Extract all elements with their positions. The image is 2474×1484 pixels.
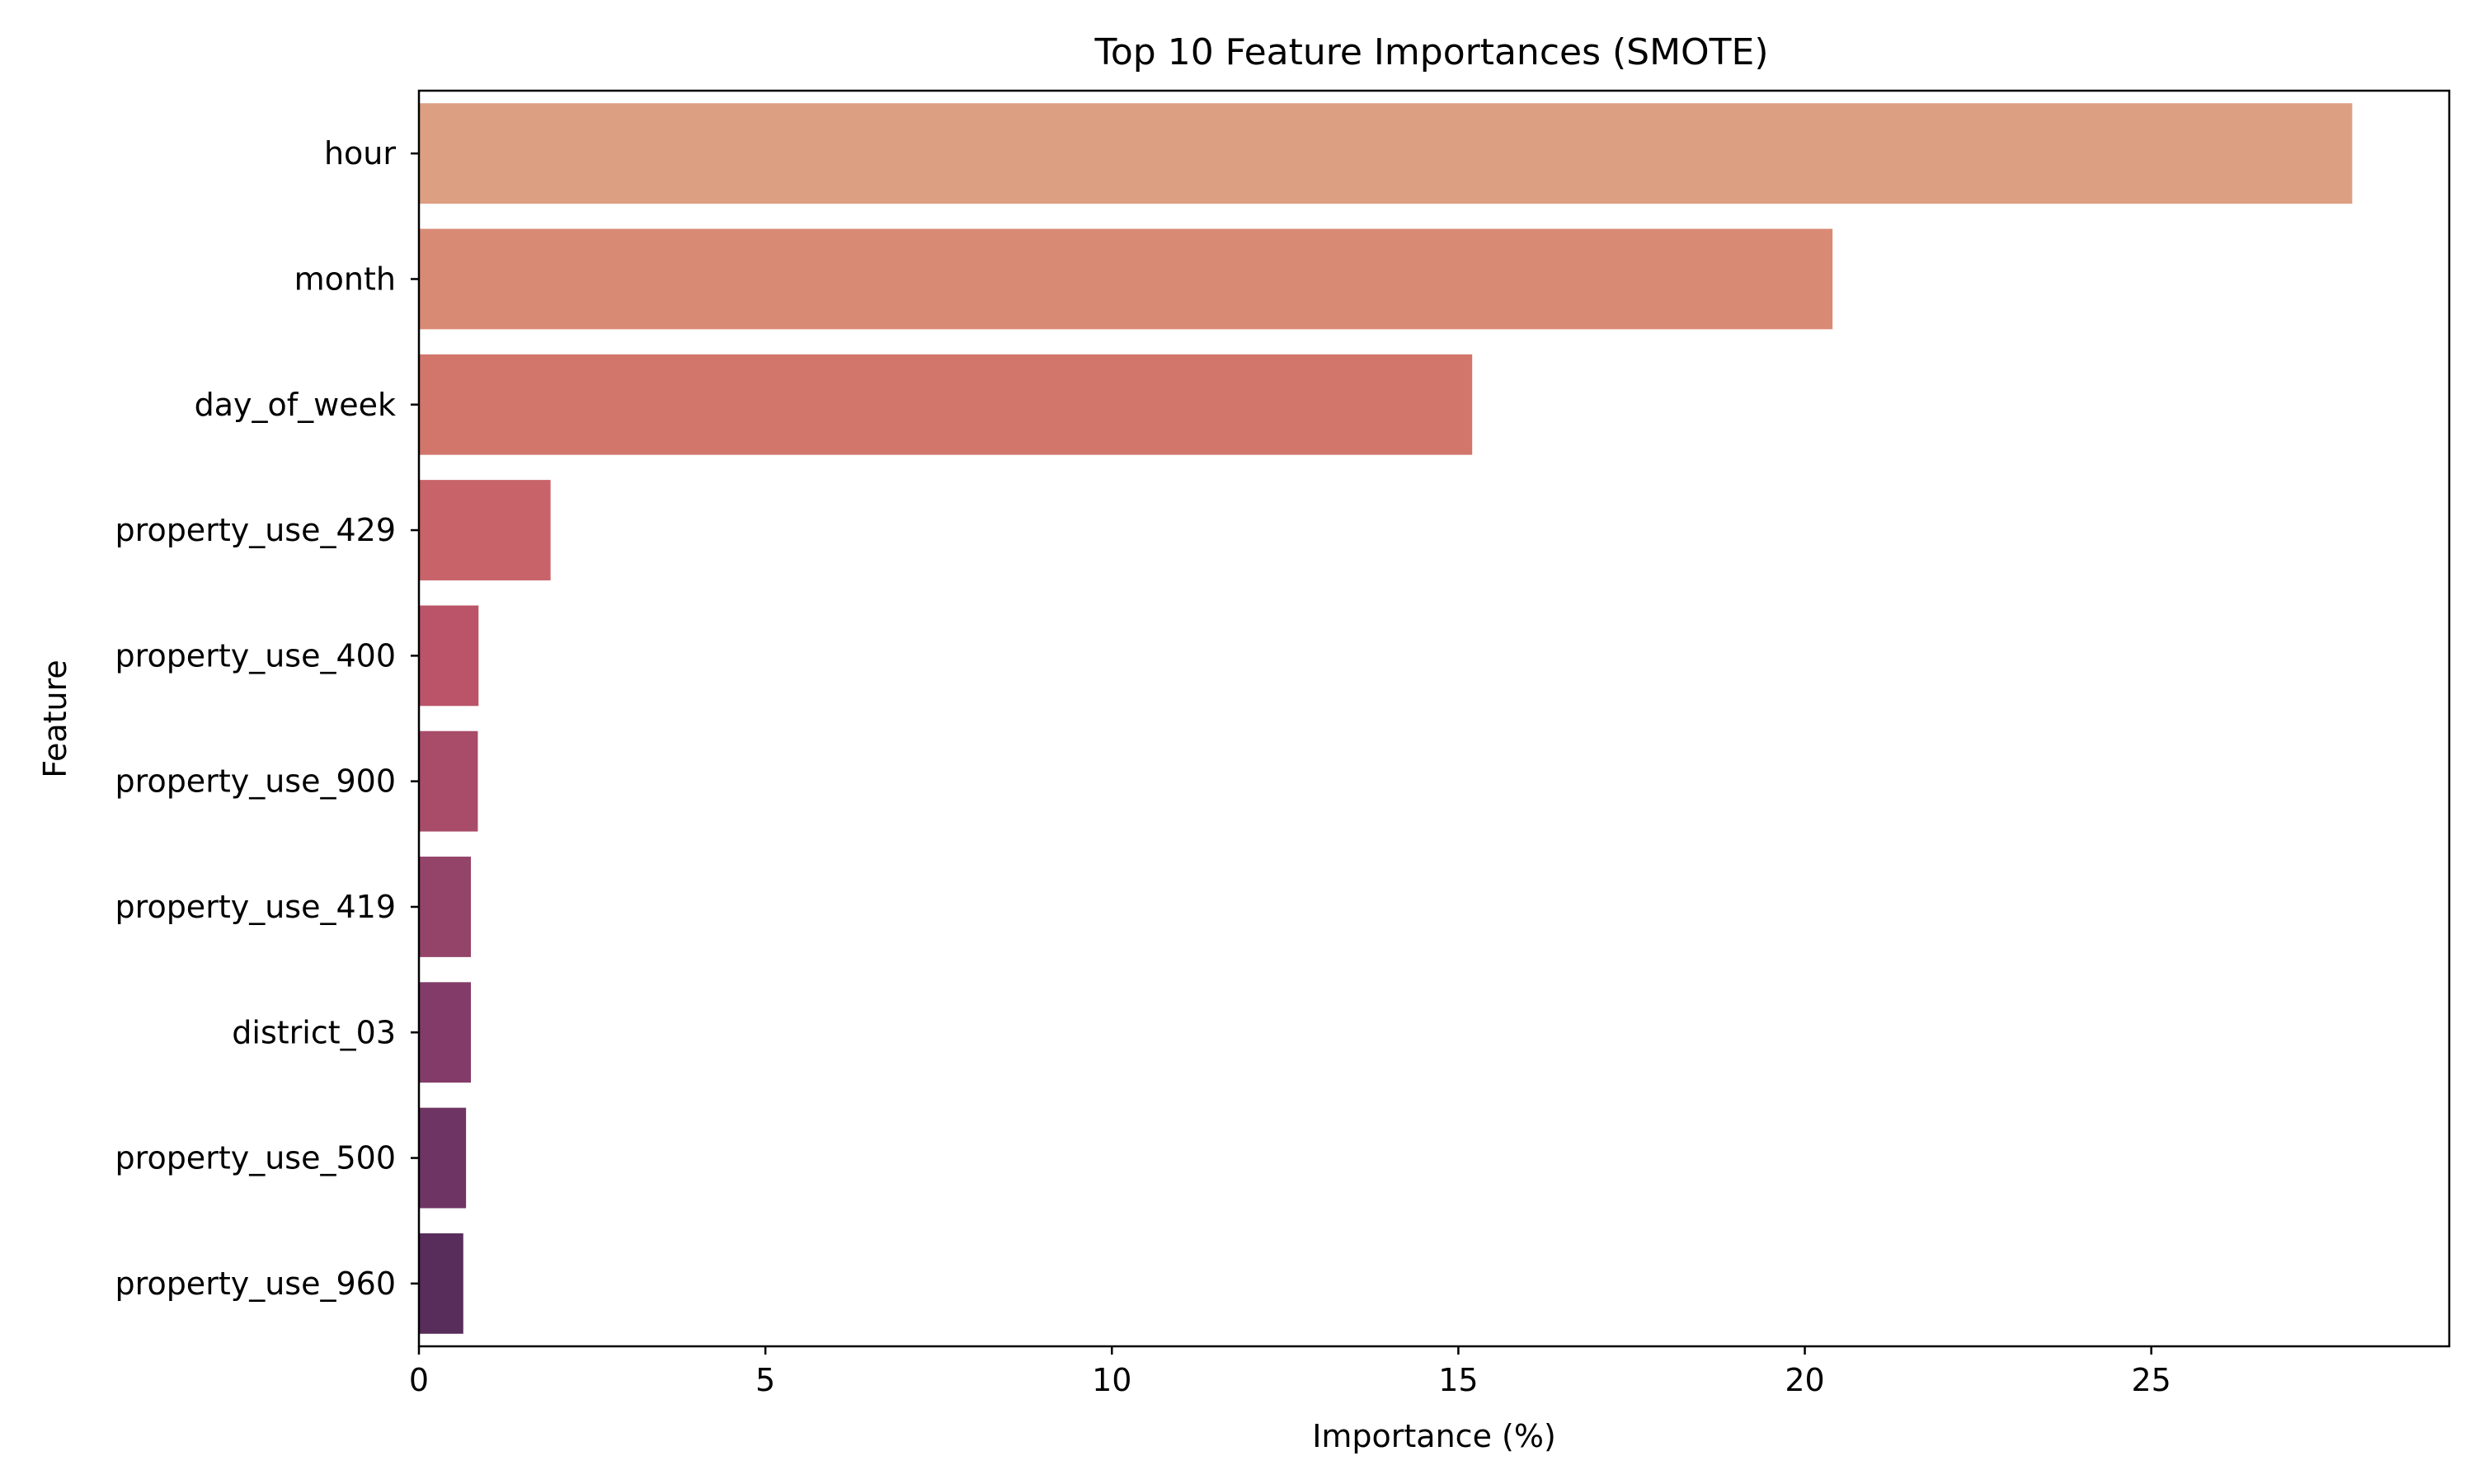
bar-property-use-500 [419, 1107, 467, 1209]
y-tick-label: property_use_400 [115, 637, 396, 674]
y-axis-label: Feature [37, 660, 73, 778]
y-tick-label: property_use_500 [115, 1140, 396, 1176]
plot-frame [417, 89, 2451, 1348]
y-tick-label: hour [324, 135, 396, 171]
x-axis-ticks: 0 5 10 15 20 25 [409, 1346, 2171, 1398]
y-tick-label: property_use_900 [115, 763, 396, 800]
x-tick-label: 0 [409, 1362, 429, 1398]
bar-district-03 [419, 982, 472, 1083]
bar-property-use-960 [419, 1233, 463, 1334]
x-tick-label: 5 [755, 1362, 775, 1398]
bar-property-use-400 [419, 605, 479, 707]
x-tick-label: 25 [2132, 1362, 2171, 1398]
bar-property-use-900 [419, 730, 478, 832]
y-tick-label: month [294, 261, 396, 297]
x-tick-label: 15 [1438, 1362, 1478, 1398]
bar-month [419, 228, 1833, 330]
y-axis-ticks: hour month day_of_week property_use_429prop… [115, 135, 419, 1302]
x-tick-label: 20 [1785, 1362, 1824, 1398]
y-tick-label: property_use_429 [115, 512, 396, 548]
bar-hour [419, 103, 2353, 204]
bars-layer [419, 103, 2353, 1334]
x-tick-label: 10 [1092, 1362, 1131, 1398]
y-tick-label: property_use_419 [115, 889, 396, 925]
bar-property-use-419 [419, 857, 472, 957]
y-tick-label: property_use_960 [115, 1266, 396, 1302]
y-tick-label: day_of_week [195, 387, 396, 423]
bar-day-of-week [419, 354, 1473, 455]
x-axis-label: Importance (%) [1312, 1418, 1556, 1454]
bar-property-use-429 [419, 480, 551, 580]
chart-title: Top 10 Feature Importances (SMOTE) [1094, 31, 1768, 73]
y-tick-label: district_03 [232, 1014, 396, 1050]
